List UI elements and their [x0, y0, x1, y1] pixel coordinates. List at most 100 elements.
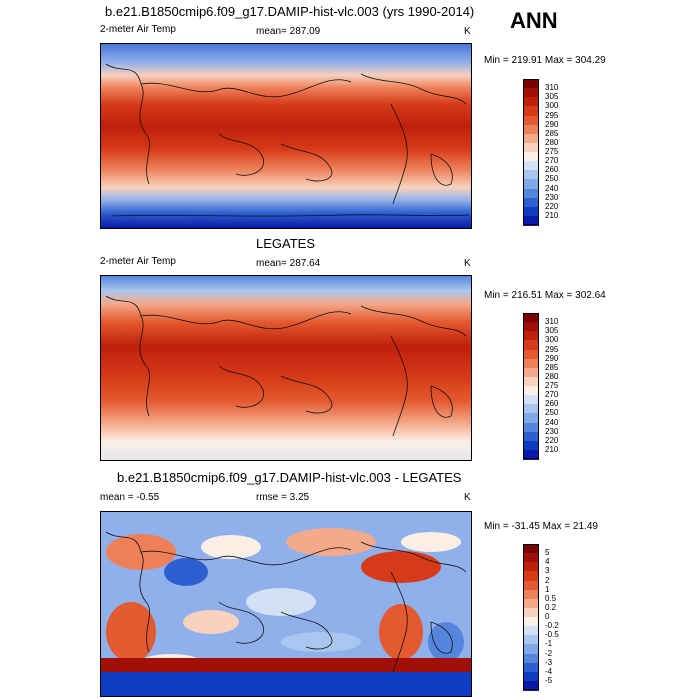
- colorbar-tick-label: 275: [545, 381, 559, 390]
- colorbar-tick-label: 305: [545, 326, 559, 336]
- panel3-map: [100, 511, 472, 697]
- colorbar-swatch: [523, 404, 539, 414]
- colorbar-tick-label: 220: [545, 435, 559, 445]
- colorbar-swatch: [523, 106, 539, 116]
- panel1-variable-label: 2-meter Air Temp: [100, 24, 176, 35]
- panel3-colorbar: 5 4 3 2 1 0.5 0.2 0 -0.2 -0.5 -1 -2 -3 -4 -5: [523, 544, 583, 691]
- colorbar-swatch: [523, 331, 539, 341]
- panel1-title: b.e21.B1850cmip6.f09_g17.DAMIP-hist-vlc.…: [105, 4, 475, 19]
- colorbar-swatch: [523, 553, 539, 563]
- colorbar-tick-label: 3: [545, 566, 550, 576]
- colorbar-swatch: [523, 617, 539, 627]
- colorbar-swatch: [523, 544, 539, 554]
- colorbar-swatch: [523, 340, 539, 350]
- colorbar-tick-label: 2: [545, 575, 550, 585]
- panel1-coastlines: [105, 63, 470, 217]
- colorbar-tick-label: 310: [545, 83, 559, 93]
- panel2-variable-label: 2-meter Air Temp: [100, 256, 176, 267]
- panel3-units-label: K: [464, 492, 471, 503]
- colorbar-tick-label: 295: [545, 110, 559, 120]
- panel3-title: b.e21.B1850cmip6.f09_g17.DAMIP-hist-vlc.…: [117, 470, 462, 485]
- colorbar-swatch: [523, 598, 539, 609]
- colorbar-tick-label: 210: [545, 444, 559, 454]
- colorbar-tick-label: 1: [545, 584, 550, 594]
- panel3-coastlines: [105, 531, 467, 673]
- panel3-rmse-label: rmse = 3.25: [256, 492, 310, 503]
- colorbar-tick-label: 285: [545, 362, 559, 372]
- colorbar-swatch: [523, 170, 539, 180]
- colorbar-tick-label: 260: [545, 399, 559, 409]
- colorbar-tick-label: 4: [545, 557, 550, 567]
- colorbar-swatch: [523, 562, 539, 572]
- panel2-field: [101, 276, 471, 460]
- colorbar-swatch: [523, 367, 539, 378]
- colorbar-swatch: [523, 197, 539, 208]
- panel2-map: [100, 275, 472, 461]
- colorbar-swatch: [523, 79, 539, 89]
- panel1-units-label: K: [464, 26, 471, 37]
- panel2-title: LEGATES: [256, 236, 316, 251]
- colorbar-swatch: [523, 607, 539, 618]
- colorbar-tick-label: 230: [545, 426, 559, 436]
- colorbar-tick-label: 260: [545, 165, 559, 175]
- colorbar-swatch: [523, 680, 539, 691]
- panel3-minmax-label: Min = -31.45 Max = 21.49: [484, 521, 598, 532]
- colorbar-tick-label: 0: [545, 612, 550, 621]
- colorbar-tick-label: 300: [545, 101, 559, 111]
- colorbar-swatch: [523, 589, 539, 600]
- colorbar-tick-label: -5: [545, 675, 553, 685]
- panel2-coastlines: [105, 295, 467, 437]
- colorbar-tick-label: 0.5: [545, 593, 557, 603]
- colorbar-frame: [523, 313, 539, 459]
- colorbar-swatch: [523, 215, 539, 226]
- colorbar-swatch: [523, 449, 539, 460]
- colorbar-tick-label: 305: [545, 92, 559, 102]
- panel1-minmax-label: Min = 219.91 Max = 304.29: [484, 55, 606, 66]
- colorbar-swatch: [523, 313, 539, 323]
- panel2-units-label: K: [464, 258, 471, 269]
- colorbar-swatch: [523, 349, 539, 360]
- colorbar-tick-label: 280: [545, 137, 559, 147]
- colorbar-swatch: [523, 188, 539, 199]
- colorbar-swatch: [523, 635, 539, 645]
- colorbar-tick-label: 285: [545, 128, 559, 138]
- season-label: ANN: [510, 8, 558, 33]
- colorbar-tick-label: -4: [545, 666, 553, 676]
- panel2-mean-label: mean= 287.64: [256, 258, 321, 269]
- panel2-colorbar: 310 305 300 295 290 285 280 275 270 260 250 240 230 2…: [523, 313, 583, 460]
- colorbar-swatch: [523, 206, 539, 217]
- colorbar-swatch: [523, 662, 539, 673]
- colorbar-tick-label: 240: [545, 183, 559, 193]
- colorbar-swatch: [523, 671, 539, 682]
- colorbar-swatch: [523, 440, 539, 451]
- colorbar-tick-label: -0.5: [545, 630, 559, 640]
- colorbar-swatch: [523, 152, 539, 162]
- colorbar-tick-label: -1: [545, 639, 553, 649]
- colorbar-swatch: [523, 358, 539, 369]
- colorbar-swatch: [523, 431, 539, 442]
- colorbar-tick-label: -2: [545, 648, 553, 658]
- colorbar-swatch: [523, 653, 539, 664]
- colorbar-swatch: [523, 142, 539, 153]
- colorbar-tick-label: 5: [545, 548, 550, 558]
- panel1-colorbar: 310 305 300 295 290 285 280 275 270 260 250 240 230 2…: [523, 79, 583, 226]
- colorbar-tick-label: -3: [545, 657, 553, 667]
- colorbar-tick-label: 250: [545, 408, 559, 418]
- colorbar-tick-label: 230: [545, 192, 559, 202]
- colorbar-tick-label: -0.2: [545, 621, 559, 631]
- colorbar-tick-label: 240: [545, 417, 559, 427]
- colorbar-tick-label: 0.2: [545, 602, 557, 612]
- colorbar-swatch: [523, 88, 539, 98]
- colorbar-tick-label: 300: [545, 335, 559, 345]
- panel1-field: [101, 44, 471, 228]
- colorbar-tick-label: 280: [545, 371, 559, 381]
- colorbar-tick-label: 290: [545, 353, 559, 363]
- colorbar-swatch: [523, 580, 539, 591]
- panel1-map: [100, 43, 472, 229]
- colorbar-swatch: [523, 133, 539, 144]
- colorbar-swatch: [523, 395, 539, 405]
- colorbar-tick-label: 310: [545, 317, 559, 327]
- colorbar-tick-label: 270: [545, 390, 559, 400]
- colorbar-swatch: [523, 322, 539, 332]
- panel1-mean-label: mean= 287.09: [256, 26, 321, 37]
